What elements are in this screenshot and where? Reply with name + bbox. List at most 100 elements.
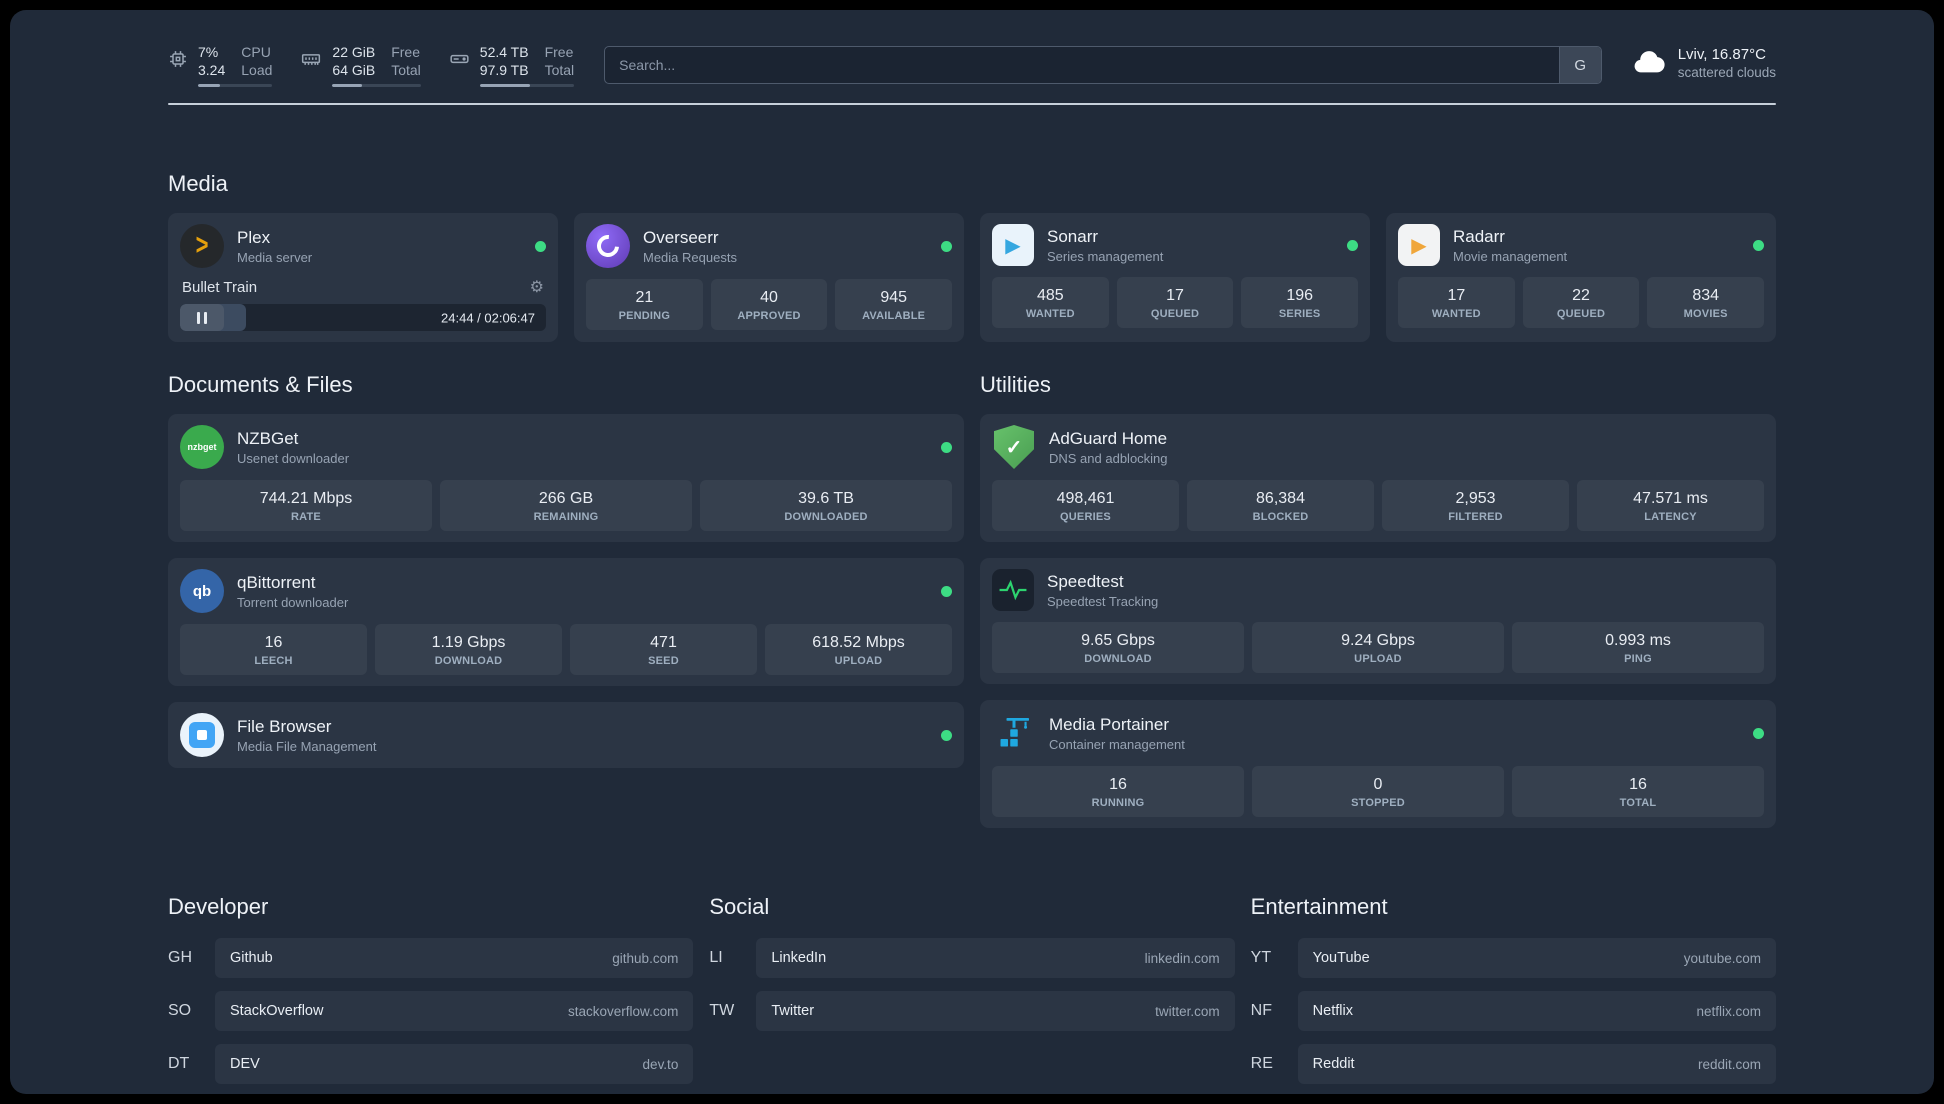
service-card-plex[interactable]: > Plex Media server Bullet Train ⚙ — [168, 213, 558, 342]
status-dot — [1753, 239, 1764, 251]
service-card-adguard[interactable]: ✓ AdGuard Home DNS and adblocking 498,46… — [980, 414, 1776, 542]
stat-value: 1.19 Gbps — [431, 634, 506, 651]
gear-icon[interactable]: ⚙ — [529, 279, 544, 296]
stat-total: 16 TOTAL — [1512, 766, 1764, 817]
utilities-column: Utilities ✓ AdGuard Home DNS and adblock… — [980, 372, 1776, 828]
service-title: Sonarr — [1047, 226, 1099, 246]
service-card-nzbget[interactable]: nzbget NZBGet Usenet downloader 744.21 M… — [168, 414, 964, 542]
bookmark-netflix[interactable]: NF Netflix netflix.com — [1251, 991, 1776, 1031]
stat-value: 471 — [650, 634, 677, 651]
section-title-documents: Documents & Files — [168, 372, 353, 397]
disk-total-value: 97.9 TB — [479, 62, 529, 78]
service-title: NZBGet — [237, 428, 299, 448]
service-stats: 498,461 QUERIES 86,384 BLOCKED 2,953 FIL… — [992, 480, 1764, 531]
header-bar: 7% CPU 3.24 Load — [168, 10, 1776, 87]
stat-label: UPLOAD — [1354, 653, 1402, 665]
bookmark-dev[interactable]: DT DEV dev.to — [168, 1044, 694, 1084]
filebrowser-icon — [180, 713, 224, 757]
service-title: Speedtest — [1047, 571, 1124, 591]
stat-label: APPROVED — [737, 310, 801, 322]
service-card-sonarr[interactable]: ▶ Sonarr Series management 485 WANTED 17… — [980, 213, 1370, 342]
service-card-qbittorrent[interactable]: qb qBittorrent Torrent downloader 16 LEE… — [168, 558, 964, 686]
status-dot — [941, 585, 952, 597]
search-provider-label: G — [1574, 56, 1587, 74]
stat-leech: 16 LEECH — [180, 624, 367, 675]
stat-value: 17 — [1447, 287, 1466, 304]
stat-queued: 22 QUEUED — [1522, 277, 1640, 328]
stat-label: DOWNLOAD — [1084, 653, 1152, 665]
service-subtitle: Media Requests — [643, 249, 737, 265]
stat-label: SEED — [648, 655, 679, 667]
stat-ping: 0.993 ms PING — [1512, 622, 1764, 673]
stat-label: AVAILABLE — [862, 310, 926, 322]
bookmark-abbr: TW — [709, 1002, 735, 1019]
stat-filtered: 2,953 FILTERED — [1382, 480, 1569, 531]
stat-value: 17 — [1166, 287, 1184, 304]
service-stats: 21 PENDING 40 APPROVED 945 AVAILABLE — [586, 279, 953, 330]
stat-value: 196 — [1286, 287, 1314, 304]
stat-stopped: 0 STOPPED — [1252, 766, 1504, 817]
portainer-icon — [992, 711, 1036, 755]
memory-progress-bar — [332, 84, 421, 87]
memory-free-value: 22 GiB — [332, 44, 376, 60]
pause-button[interactable] — [180, 304, 224, 331]
memory-progress-fill — [332, 84, 363, 87]
bookmark-abbr: SO — [168, 1002, 192, 1019]
stat-label: LEECH — [254, 655, 293, 667]
bookmark-domain: twitter.com — [1155, 1003, 1220, 1019]
bookmark-linkedin[interactable]: LI LinkedIn linkedin.com — [709, 938, 1235, 978]
cpu-usage-label: CPU — [241, 44, 271, 60]
bookmark-abbr: RE — [1250, 1055, 1273, 1072]
stat-value: 39.6 TB — [798, 490, 854, 507]
stat-value: 86,384 — [1256, 490, 1305, 507]
now-playing-title: Bullet Train — [182, 278, 258, 296]
stat-value: 0 — [1373, 776, 1383, 793]
bookmark-stackoverflow[interactable]: SO StackOverflow stackoverflow.com — [168, 991, 694, 1031]
stat-queries: 498,461 QUERIES — [992, 480, 1179, 531]
sonarr-icon: ▶ — [992, 224, 1034, 266]
cpu-load-label: Load — [241, 62, 273, 78]
bookmark-domain: linkedin.com — [1144, 950, 1220, 966]
stat-label: REMAINING — [533, 511, 599, 523]
stat-value: 21 — [635, 289, 654, 306]
bookmark-domain: youtube.com — [1683, 950, 1761, 966]
stat-label: QUERIES — [1060, 511, 1111, 523]
search-bar: G — [604, 46, 1602, 84]
status-dot — [941, 729, 952, 741]
plex-icon: > — [180, 224, 224, 268]
stat-latency: 47.571 ms LATENCY — [1577, 480, 1764, 531]
cpu-progress-bar — [198, 84, 273, 87]
cpu-widget: 7% CPU 3.24 Load — [168, 44, 273, 87]
bookmark-youtube[interactable]: YT YouTube youtube.com — [1251, 938, 1776, 978]
bookmark-abbr: NF — [1250, 1002, 1272, 1019]
bookmark-reddit[interactable]: RE Reddit reddit.com — [1251, 1044, 1776, 1084]
bookmark-domain: dev.to — [642, 1056, 679, 1072]
service-title: qBittorrent — [237, 572, 316, 592]
service-card-speedtest[interactable]: Speedtest Speedtest Tracking 9.65 Gbps D… — [980, 558, 1776, 684]
service-card-filebrowser[interactable]: File Browser Media File Management — [168, 702, 964, 768]
header-divider — [168, 103, 1776, 105]
stat-value: 498,461 — [1056, 490, 1115, 507]
bookmark-github[interactable]: GH Github github.com — [168, 938, 694, 978]
bookmark-name: Github — [230, 950, 273, 966]
service-card-radarr[interactable]: ▶ Radarr Movie management 17 WANTED 22 Q… — [1386, 213, 1776, 342]
service-card-overseerr[interactable]: Overseerr Media Requests 21 PENDING 40 A… — [574, 213, 964, 342]
search-provider-button[interactable]: G — [1558, 47, 1601, 83]
stat-label: FILTERED — [1448, 511, 1503, 523]
playback-progress-bar[interactable]: 24:44 / 02:06:47 — [180, 304, 546, 331]
bookmark-twitter[interactable]: TW Twitter twitter.com — [709, 991, 1235, 1031]
search-input[interactable] — [604, 46, 1602, 84]
plex-now-playing: Bullet Train ⚙ 24:44 / 02:06:47 — [180, 277, 546, 331]
service-subtitle: Speedtest Tracking — [1047, 593, 1159, 609]
service-subtitle: Torrent downloader — [237, 594, 349, 610]
bookmark-name: LinkedIn — [771, 950, 827, 966]
stat-label: DOWNLOAD — [434, 655, 503, 667]
section-title-developer: Developer — [168, 894, 269, 919]
service-stats: 744.21 Mbps RATE 266 GB REMAINING 39.6 T… — [180, 480, 952, 531]
service-stats: 16 RUNNING 0 STOPPED 16 TOTAL — [992, 766, 1764, 817]
bookmark-domain: netflix.com — [1696, 1003, 1761, 1019]
service-card-portainer[interactable]: Media Portainer Container management 16 … — [980, 700, 1776, 828]
qbittorrent-icon: qb — [180, 569, 224, 613]
stat-seed: 471 SEED — [570, 624, 757, 675]
resource-widgets: 7% CPU 3.24 Load — [168, 44, 575, 87]
